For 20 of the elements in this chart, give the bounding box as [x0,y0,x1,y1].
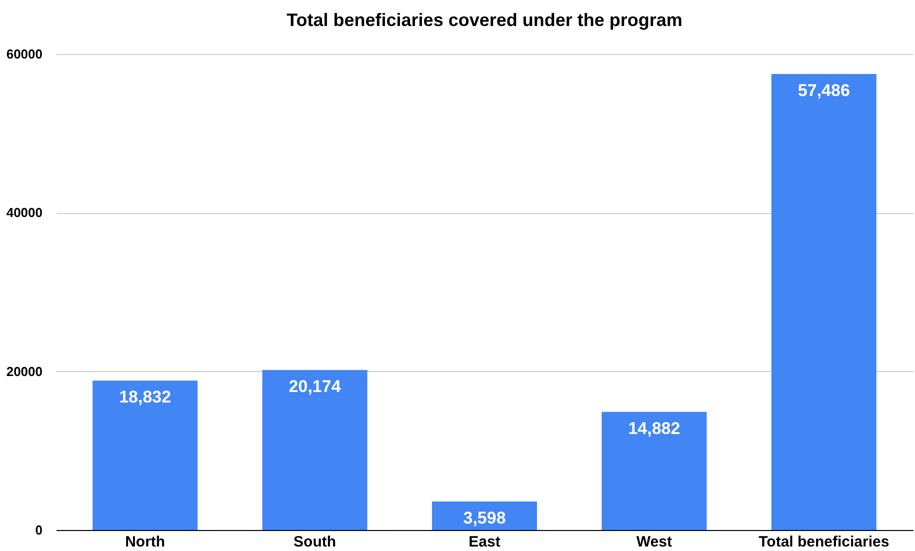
data-label: 20,174 [288,376,342,396]
bar [432,501,537,530]
bar [262,370,368,530]
x-tick-label: Total beneficiaries [758,534,890,550]
data-label: 14,882 [628,418,680,438]
x-tick-label: East [468,534,500,550]
y-tick-label: 40000 [6,205,42,220]
x-tick-label: West [636,534,672,550]
x-tick-label: North [125,534,166,550]
bar [602,412,707,530]
y-tick-label: 0 [35,522,42,538]
data-label: 3,598 [463,508,506,528]
bar [92,380,198,530]
y-tick-label: 20000 [6,364,42,379]
data-label: 57,486 [798,80,850,100]
y-tick-label: 60000 [6,46,42,62]
chart-title: Total beneficiaries covered under the program [286,10,682,30]
x-tick-label: South [294,534,336,550]
data-label: 18,832 [119,388,172,407]
bar [771,74,876,530]
